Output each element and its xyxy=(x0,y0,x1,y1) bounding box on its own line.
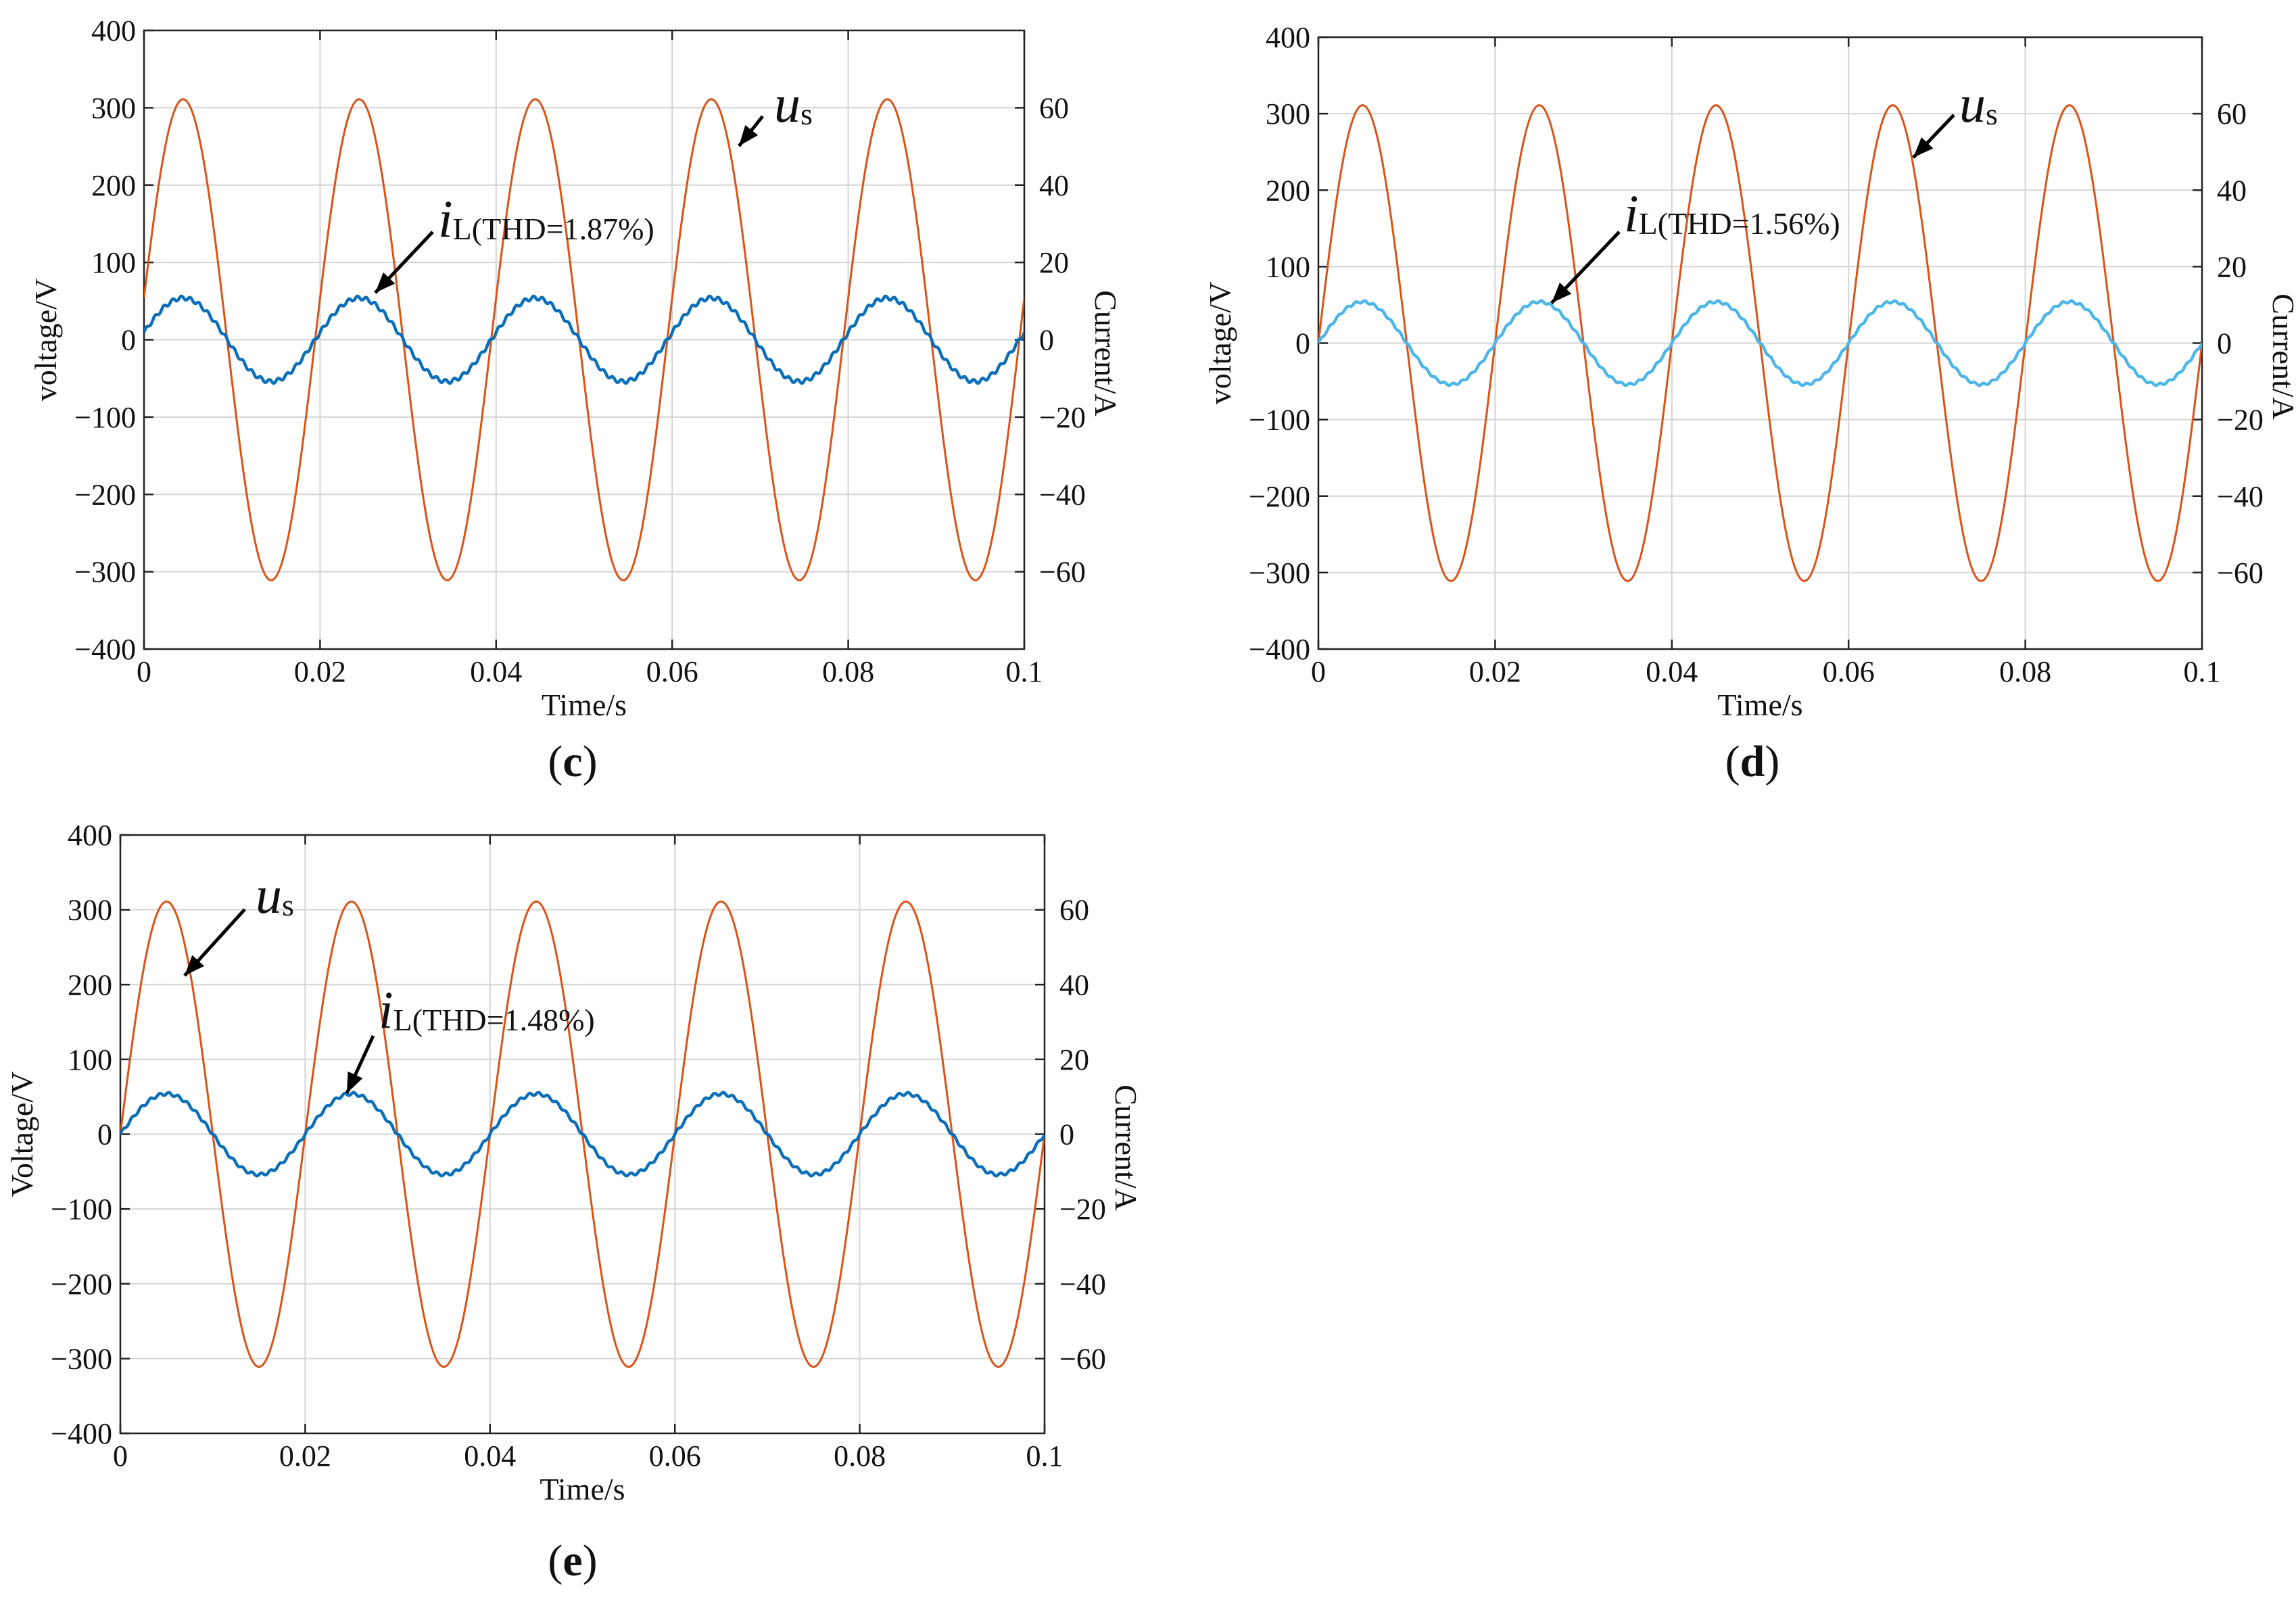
x-tick-label: 0.04 xyxy=(1646,655,1698,688)
series-i-L xyxy=(144,294,1024,385)
series-i-L xyxy=(1318,299,2202,387)
x-axis-label: Time/s xyxy=(542,688,627,722)
y-axis-label: voltage/V xyxy=(28,279,63,401)
annotation-u-s-label: us xyxy=(774,74,813,133)
y2-tick-label: 20 xyxy=(1039,246,1069,279)
x-tick-label: 0.08 xyxy=(822,655,874,688)
x-tick-label: 0.08 xyxy=(834,1439,886,1473)
x-tick-label: 0 xyxy=(137,655,151,688)
annotation-u-s-arrow-head xyxy=(1913,137,1934,158)
x-tick-label: 0.1 xyxy=(1026,1439,1063,1473)
annotation-i-L-arrow-head xyxy=(375,272,396,293)
y-tick-label: −200 xyxy=(51,1268,112,1301)
y-tick-label: −300 xyxy=(51,1342,112,1375)
y-tick-label: −400 xyxy=(74,633,136,666)
y-tick-label: 400 xyxy=(68,819,112,852)
annotation-i-L-label: iL(THD=1.87%) xyxy=(438,189,654,248)
y-tick-label: 100 xyxy=(68,1043,112,1076)
y-tick-label: −400 xyxy=(51,1417,112,1450)
y2-tick-label: 60 xyxy=(1059,894,1089,927)
x-tick-label: 0.08 xyxy=(1999,655,2051,688)
annotation-u-s-arrow-head xyxy=(739,125,759,146)
panel-label-c: (c) xyxy=(548,737,597,786)
y-tick-label: 100 xyxy=(91,246,136,279)
y2-tick-label: 40 xyxy=(1039,169,1069,202)
y2-tick-label: 40 xyxy=(1059,968,1089,1001)
y2-tick-label: −60 xyxy=(1039,556,1086,589)
y-tick-label: 200 xyxy=(91,169,136,202)
chart-panel-c: 0 0.02 0.04 0.06 0.08 0.1−400−300−200−1000100… xyxy=(28,14,1123,722)
x-tick-label: 0.04 xyxy=(464,1439,516,1473)
y2-tick-label: −40 xyxy=(1039,478,1086,511)
y-axis-label: Voltage/V xyxy=(5,1072,39,1197)
x-tick-label: 0.06 xyxy=(649,1439,701,1473)
annotation-i-L-arrow-head xyxy=(1552,283,1572,303)
panel-label-e: (e) xyxy=(548,1536,597,1585)
y-tick-label: 300 xyxy=(1266,97,1310,130)
y2-tick-label: −60 xyxy=(2217,556,2264,590)
y2-tick-label: 20 xyxy=(1059,1043,1089,1076)
annotation-i-L-arrow-head xyxy=(347,1071,363,1093)
panel-label-d: (d) xyxy=(1725,737,1780,786)
y2-axis-label: Current/A xyxy=(2266,293,2296,420)
x-axis-label: Time/s xyxy=(1717,688,1802,722)
y2-tick-label: −40 xyxy=(1059,1268,1106,1301)
y-tick-label: 400 xyxy=(1266,21,1310,54)
y2-axis-label: Current/A xyxy=(1109,1084,1143,1211)
x-tick-label: 0.02 xyxy=(279,1439,331,1473)
y-tick-label: 200 xyxy=(68,968,112,1001)
y-tick-label: −300 xyxy=(74,556,136,589)
chart-panel-e: 0 0.02 0.04 0.06 0.08 0.1−400−300−200−1000100… xyxy=(5,819,1143,1506)
y-tick-label: 300 xyxy=(68,894,112,927)
y-tick-label: 0 xyxy=(97,1118,112,1151)
x-tick-label: 0.1 xyxy=(2184,655,2221,688)
x-tick-label: 0.06 xyxy=(646,655,698,688)
y2-tick-label: 40 xyxy=(2217,174,2247,207)
y2-tick-label: −20 xyxy=(1039,401,1086,434)
y-tick-label: 100 xyxy=(1266,250,1310,283)
y2-tick-label: 60 xyxy=(2217,97,2247,130)
series-u-s xyxy=(144,98,1024,581)
y-tick-label: 0 xyxy=(1295,327,1310,360)
chart-panel-d: 0 0.02 0.04 0.06 0.08 0.1−400−300−200−1000100… xyxy=(1203,21,2296,722)
y2-tick-label: 0 xyxy=(1039,324,1054,357)
y2-tick-label: 0 xyxy=(1059,1118,1074,1151)
x-tick-label: 0.02 xyxy=(294,655,346,688)
x-tick-label: 0.1 xyxy=(1006,655,1043,688)
x-axis-label: Time/s xyxy=(540,1472,625,1506)
annotation-u-s-label: us xyxy=(1959,74,1998,133)
x-tick-label: 0.04 xyxy=(470,655,522,688)
y-axis-label: voltage/V xyxy=(1203,282,1237,404)
annotation-u-s-label: us xyxy=(256,865,294,924)
x-tick-label: 0.02 xyxy=(1469,655,1521,688)
y2-tick-label: −60 xyxy=(1059,1342,1106,1375)
x-tick-label: 0 xyxy=(113,1439,128,1473)
y-tick-label: −100 xyxy=(1249,404,1310,437)
y-tick-label: 300 xyxy=(91,91,136,124)
y-tick-label: −200 xyxy=(74,478,136,511)
y2-tick-label: −20 xyxy=(2217,404,2264,437)
x-tick-label: 0.06 xyxy=(1823,655,1875,688)
annotation-i-L-label: iL(THD=1.56%) xyxy=(1624,184,1840,243)
y-tick-label: 0 xyxy=(121,324,136,357)
x-tick-label: 0 xyxy=(1311,655,1326,688)
y-tick-label: −100 xyxy=(74,401,136,434)
y-tick-label: −300 xyxy=(1249,556,1310,590)
y-tick-label: 200 xyxy=(1266,174,1310,207)
y2-tick-label: −40 xyxy=(2217,480,2264,513)
y2-tick-label: 20 xyxy=(2217,250,2247,283)
y-tick-label: −200 xyxy=(1249,480,1310,513)
y-tick-label: −400 xyxy=(1249,633,1310,666)
annotation-u-s-arrow-head xyxy=(185,955,205,976)
series-i-L xyxy=(120,1091,1045,1178)
y2-tick-label: −20 xyxy=(1059,1193,1106,1226)
y2-tick-label: 0 xyxy=(2217,327,2232,360)
y2-tick-label: 60 xyxy=(1039,91,1069,124)
y-tick-label: 400 xyxy=(91,14,136,47)
y-tick-label: −100 xyxy=(51,1193,112,1226)
y2-axis-label: Current/A xyxy=(1089,290,1123,416)
annotation-i-L-label: iL(THD=1.48%) xyxy=(379,980,595,1039)
